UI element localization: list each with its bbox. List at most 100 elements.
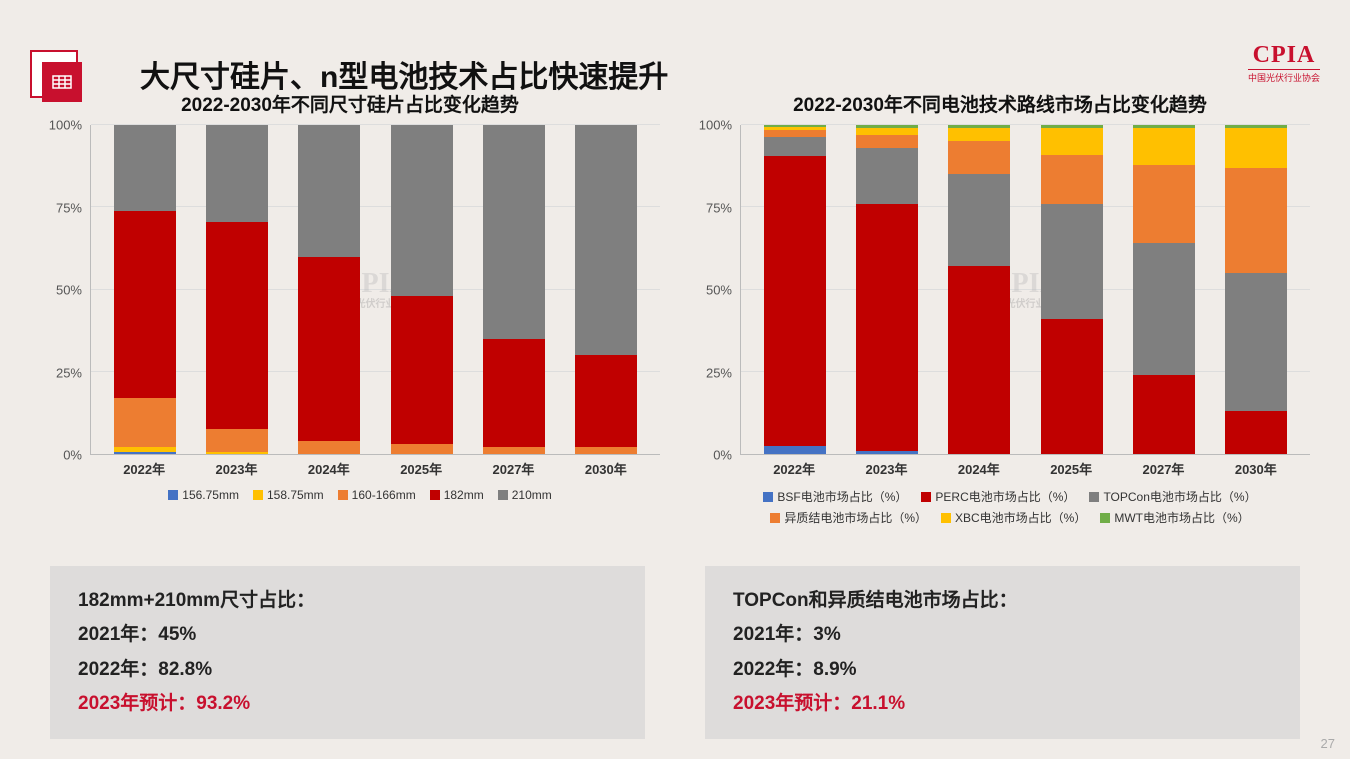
page-number: 27	[1321, 736, 1335, 751]
legend-item: 158.75mm	[253, 488, 324, 502]
bar-segment	[856, 128, 918, 135]
x-label: 2030年	[1235, 459, 1277, 478]
summary-highlight: 2023年预计：21.1%	[733, 687, 1272, 721]
bar-segment	[856, 135, 918, 148]
bar-segment	[1041, 204, 1103, 319]
charts-row: 2022-2030年不同尺寸硅片占比变化趋势0%25%50%75%100%CPI…	[40, 90, 1310, 526]
bar-segment	[298, 257, 360, 441]
legend-item: BSF电池市场占比（%）	[763, 488, 907, 505]
legend-label: 210mm	[512, 488, 552, 502]
summary-row: 182mm+210mm尺寸占比： 2021年：45% 2022年：82.8% 2…	[50, 566, 1300, 739]
x-label: 2023年	[216, 459, 258, 478]
legend-swatch	[168, 490, 178, 500]
legend-item: TOPCon电池市场占比（%）	[1089, 488, 1256, 505]
legend-label: BSF电池市场占比（%）	[777, 488, 907, 505]
bar-segment	[114, 211, 176, 399]
summary-line: 2021年：45%	[78, 618, 617, 652]
y-axis: 0%25%50%75%100%	[690, 125, 740, 455]
y-axis: 0%25%50%75%100%	[40, 125, 90, 455]
bar-segment	[483, 125, 545, 339]
bar-segment	[206, 222, 268, 429]
legend: 156.75mm 158.75mm 160-166mm 182mm 210mm	[40, 488, 660, 502]
summary-heading: TOPCon和异质结电池市场占比：	[733, 584, 1272, 618]
bar-segment	[391, 444, 453, 454]
logo-subtext: 中国光伏行业协会	[1248, 69, 1320, 84]
chart-area: 0%25%50%75%100%CPIA中国光伏行业协会	[40, 125, 660, 455]
x-label: 2025年	[400, 459, 442, 478]
bar-segment	[483, 339, 545, 448]
bar-segment	[483, 447, 545, 454]
plot-area: CPIA中国光伏行业协会	[90, 125, 660, 455]
bar-segment	[114, 398, 176, 447]
legend-swatch	[941, 513, 951, 523]
legend-swatch	[430, 490, 440, 500]
logo-text: CPIA	[1248, 42, 1320, 69]
bar-segment	[856, 451, 918, 454]
legend-swatch	[921, 492, 931, 502]
y-tick: 75%	[706, 200, 732, 215]
bar-segment	[1133, 375, 1195, 454]
chart-title: 2022-2030年不同尺寸硅片占比变化趋势	[40, 90, 660, 117]
y-tick: 50%	[706, 283, 732, 298]
bar-segment	[856, 204, 918, 451]
x-label: 2030年	[585, 459, 627, 478]
bar-segment	[298, 441, 360, 454]
bar-segment	[114, 125, 176, 211]
legend-item: XBC电池市场占比（%）	[941, 509, 1086, 526]
bar-segment	[1133, 243, 1195, 375]
x-label: 2023年	[866, 459, 908, 478]
bar-segment	[114, 452, 176, 454]
summary-line: 2022年：8.9%	[733, 653, 1272, 687]
bar-segment	[1041, 155, 1103, 204]
summary-line: 2022年：82.8%	[78, 653, 617, 687]
bar-segment	[948, 141, 1010, 174]
legend-label: 158.75mm	[267, 488, 324, 502]
legend-swatch	[763, 492, 773, 502]
bar-segment	[298, 125, 360, 257]
bar-group	[298, 125, 360, 454]
x-labels: 2022年2023年2024年2025年2027年2030年	[40, 455, 660, 478]
bar-group	[856, 125, 918, 454]
wafer-size-chart: 2022-2030年不同尺寸硅片占比变化趋势 0%25%50%75%100%CPI…	[40, 90, 660, 526]
legend-label: XBC电池市场占比（%）	[955, 509, 1086, 526]
legend-item: MWT电池市场占比（%）	[1100, 509, 1249, 526]
y-tick: 25%	[706, 365, 732, 380]
bar-group	[483, 125, 545, 454]
bar-segment	[948, 174, 1010, 266]
bar-segment	[1225, 411, 1287, 454]
bar-group	[391, 125, 453, 454]
bar-group	[1225, 125, 1287, 454]
bar-segment	[856, 148, 918, 204]
bar-segment	[1225, 168, 1287, 273]
cell-tech-chart: 2022-2030年不同电池技术路线市场占比变化趋势0%25%50%75%100…	[690, 90, 1310, 526]
bar-group	[1133, 125, 1195, 454]
bar-group	[948, 125, 1010, 454]
y-tick: 25%	[56, 365, 82, 380]
x-labels: 2022年2023年2024年2025年2027年2030年	[690, 455, 1310, 478]
legend-item: 182mm	[430, 488, 484, 502]
chart-area: 0%25%50%75%100%CPIA中国光伏行业协会	[690, 125, 1310, 455]
bar-segment	[575, 447, 637, 454]
legend-item: 156.75mm	[168, 488, 239, 502]
legend-label: 182mm	[444, 488, 484, 502]
y-tick: 75%	[56, 200, 82, 215]
legend-label: MWT电池市场占比（%）	[1114, 509, 1249, 526]
bar-segment	[1133, 128, 1195, 164]
legend-swatch	[253, 490, 263, 500]
x-label: 2022年	[123, 459, 165, 478]
legend-swatch	[1089, 492, 1099, 502]
bar-group	[1041, 125, 1103, 454]
legend-swatch	[338, 490, 348, 500]
bar-group	[575, 125, 637, 454]
y-tick: 100%	[699, 118, 732, 133]
x-label: 2027年	[1143, 459, 1185, 478]
legend-item: 160-166mm	[338, 488, 416, 502]
bar-segment	[1225, 128, 1287, 167]
y-tick: 0%	[63, 448, 82, 463]
bar-segment	[1041, 128, 1103, 154]
bar-segment	[1133, 165, 1195, 244]
wafer-size-summary: 182mm+210mm尺寸占比： 2021年：45% 2022年：82.8% 2…	[50, 566, 645, 739]
y-tick: 0%	[713, 448, 732, 463]
legend-swatch	[498, 490, 508, 500]
plot-area: CPIA中国光伏行业协会	[740, 125, 1310, 455]
